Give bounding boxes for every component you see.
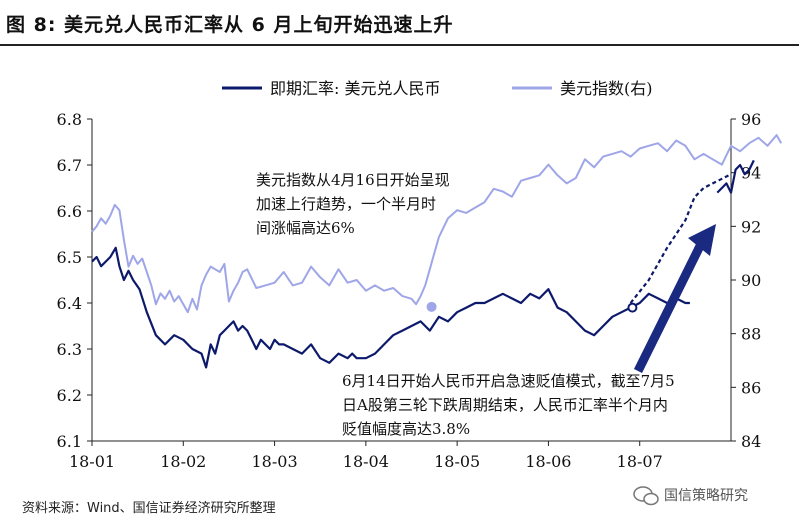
plot-area: 6.1 6.2 6.3 6.4 6.5 6.6 6.7 6.8 84 86 88 90 92 94 96 18… xyxy=(57,110,783,471)
x-tick-label: 18-02 xyxy=(160,452,206,471)
y-right-tick-label: 94 xyxy=(741,164,761,183)
y-left-tick-label: 6.5 xyxy=(57,248,82,267)
trend-arrow-head xyxy=(688,224,716,256)
x-tick-label: 18-01 xyxy=(69,452,115,471)
x-tick-label: 18-03 xyxy=(252,452,298,471)
trend-arrow-shaft xyxy=(633,244,705,373)
legend-label-dxy: 美元指数(右) xyxy=(560,79,653,98)
series-line-dxy xyxy=(91,134,783,314)
y-left-tick-label: 6.8 xyxy=(57,110,82,129)
y-left-tick-label: 6.3 xyxy=(57,340,82,359)
y-left-tick-label: 6.7 xyxy=(57,156,82,175)
y-right-tick-label: 96 xyxy=(741,110,761,129)
x-tick-label: 18-06 xyxy=(525,452,571,471)
y-left-tick-label: 6.6 xyxy=(57,202,82,221)
chart: 即期汇率: 美元兑人民币 美元指数(右) 6.16.26.36.46.56.66.… xyxy=(57,79,783,471)
figure-title: 图 8: 美元兑人民币汇率从 6 月上旬开始迅速上升 xyxy=(6,14,454,36)
y-right-tick-label: 92 xyxy=(741,217,761,236)
annotation-dxy-line: 间涨幅高达6% xyxy=(256,219,355,237)
y-left-tick-label: 6.1 xyxy=(57,432,82,451)
series-line-cny xyxy=(91,246,690,369)
x-tick-label: 18-05 xyxy=(434,452,480,471)
y-left-tick-label: 6.2 xyxy=(57,386,82,405)
annotation-cny-line: 贬值幅度高达3.8% xyxy=(342,420,470,438)
wechat-icon xyxy=(633,486,659,506)
series-line-cny-dashed xyxy=(629,173,732,304)
watermark-text: 国信策略研究 xyxy=(664,488,748,504)
source-note: 资料来源：Wind、国信证券经济研究所整理 xyxy=(22,501,276,516)
series-line-cny xyxy=(716,159,755,194)
legend-label-cny: 即期汇率: 美元兑人民币 xyxy=(270,79,440,98)
y-right-tick-label: 84 xyxy=(741,432,761,451)
title-bar: 图 8: 美元兑人民币汇率从 6 月上旬开始迅速上升 xyxy=(0,0,799,46)
legend: 即期汇率: 美元兑人民币 美元指数(右) xyxy=(222,79,653,98)
annotation-cny-line: 6月14日开始人民币开启急速贬值模式，截至7月5 xyxy=(342,372,675,390)
x-tick-label: 18-07 xyxy=(617,452,663,471)
annotation-dxy-line: 美元指数从4月16日开始呈现 xyxy=(256,171,450,189)
y-right-tick-label: 86 xyxy=(741,378,761,397)
x-tick-label: 18-04 xyxy=(343,452,389,471)
y-left-tick-label: 6.4 xyxy=(57,294,82,313)
y-right-tick-label: 88 xyxy=(741,325,761,344)
annotation-cny-line: 日A股第三轮下跌周期结束，人民币汇率半个月内 xyxy=(342,396,668,414)
watermark: 国信策略研究 xyxy=(628,483,788,509)
marker-point xyxy=(627,302,638,313)
y-right-tick-label: 90 xyxy=(741,271,761,290)
marker-point xyxy=(426,301,437,312)
annotation-dxy-line: 加速上行趋势，一个半月时 xyxy=(256,195,436,213)
